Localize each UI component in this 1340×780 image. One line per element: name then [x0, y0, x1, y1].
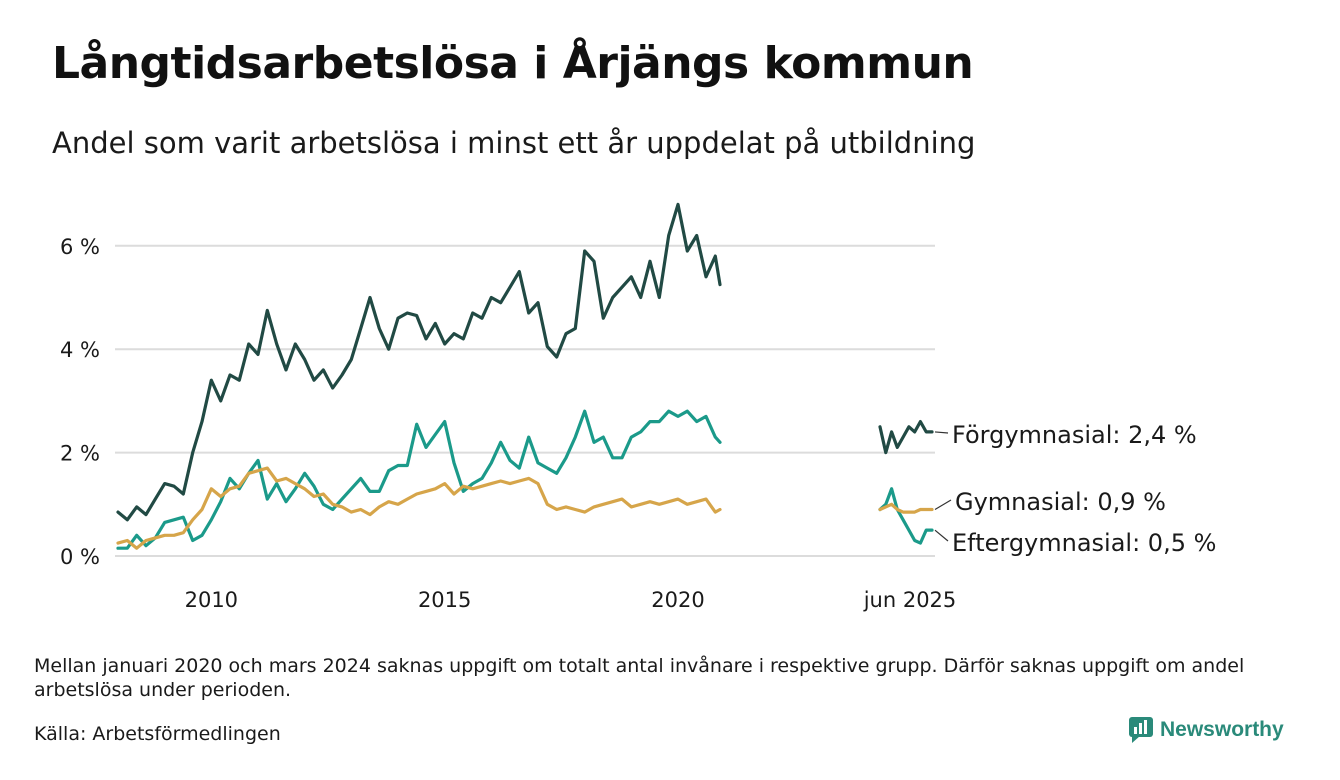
x-tick-label: 2010: [185, 588, 238, 612]
footnote: Mellan januari 2020 och mars 2024 saknas…: [34, 655, 1245, 701]
y-tick-label: 2 %: [60, 442, 100, 466]
series-line-förgymnasial: [116, 202, 722, 522]
line-chart: 0 % 2 % 4 % 6 % 2010 2015 2020 jun 2025 Förgym…: [60, 202, 1216, 612]
brand-logo: Newsworthy: [1128, 716, 1284, 744]
source-text: Källa: Arbetsförmedlingen: [34, 723, 281, 745]
y-tick-label: 4 %: [60, 338, 100, 362]
series-line-gymnasial: [116, 466, 722, 550]
brand-name: Newsworthy: [1160, 718, 1284, 741]
label-leader-line: [934, 499, 952, 510]
x-tick-label: 2020: [651, 588, 704, 612]
series-line-eftergymnasial: [116, 409, 722, 550]
recent-line-gymnasial: [878, 502, 934, 514]
series-end-label: Förgymnasial: 2,4 %: [952, 421, 1197, 449]
series-end-label: Eftergymnasial: 0,5 %: [952, 529, 1216, 557]
recent-series-lines: [878, 420, 934, 545]
recent-line-eftergymnasial: [878, 487, 934, 545]
label-leader-line: [934, 431, 949, 434]
recent-line-förgymnasial: [878, 420, 934, 455]
bar-chart-bubble-icon: [1129, 717, 1153, 743]
series-end-labels: Förgymnasial: 2,4 % Eftergymnasial: 0,5 %…: [934, 421, 1216, 557]
series-lines: [116, 202, 722, 550]
y-axis-ticks: 0 % 2 % 4 % 6 %: [60, 235, 100, 569]
chart-subtitle: Andel som varit arbetslösa i minst ett å…: [52, 126, 976, 160]
x-tick-label-recent: jun 2025: [863, 588, 957, 612]
y-tick-label: 6 %: [60, 235, 100, 259]
series-end-label: Gymnasial: 0,9 %: [955, 488, 1166, 516]
x-tick-label: 2015: [418, 588, 471, 612]
grid-lines: [115, 244, 935, 557]
x-axis-ticks: 2010 2015 2020 jun 2025: [185, 588, 957, 612]
chart-title: Långtidsarbetslösa i Årjängs kommun: [52, 38, 974, 89]
y-tick-label: 0 %: [60, 545, 100, 569]
label-leader-line: [934, 529, 949, 542]
